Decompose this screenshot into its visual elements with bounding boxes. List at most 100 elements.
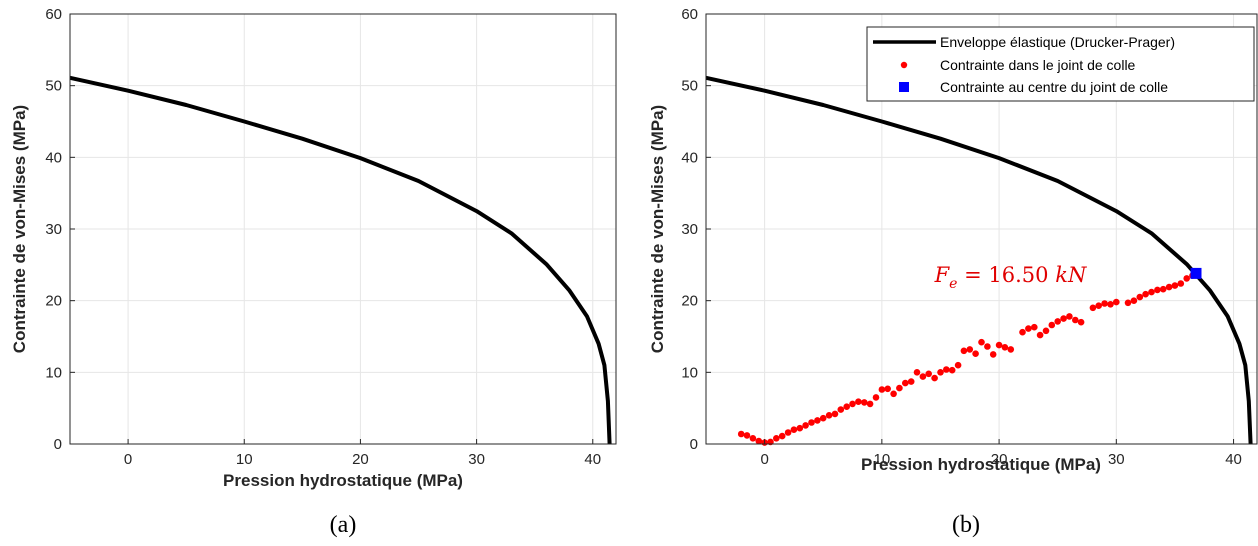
joint-stress-point (1130, 297, 1138, 305)
force-annotation-text: Fe = 16.50 kN (934, 263, 1087, 292)
joint-stress-point (1177, 280, 1185, 287)
legend-item-joint-stress: Contrainte dans le joint de colle (940, 57, 1136, 73)
joint-stress-point (984, 343, 991, 350)
joint-stress-point (925, 370, 932, 378)
joint-stress-point (1095, 302, 1102, 310)
joint-stress-point (896, 384, 903, 392)
joint-stress-point (1048, 321, 1056, 329)
panel-a-x-ticks: 0 10 20 30 40 (124, 439, 601, 468)
joint-stress-point (1066, 313, 1073, 320)
panel-b-force-annotation: Fe = 16.50 kN (934, 263, 1087, 292)
joint-stress-point (1101, 300, 1108, 307)
joint-stress-point (1007, 346, 1015, 353)
panel-a-y-ticks: 0 10 20 30 40 50 60 (45, 6, 75, 453)
y-tick-label: 0 (690, 436, 698, 453)
joint-stress-point (1171, 282, 1179, 289)
panel-b-curve-group (705, 75, 1253, 445)
joint-stress-point (861, 399, 868, 406)
x-tick-label: 0 (760, 451, 768, 468)
joint-stress-point (737, 430, 745, 438)
y-tick-label: 60 (681, 6, 698, 23)
joint-stress-point (919, 373, 927, 380)
joint-stress-point (1142, 290, 1149, 298)
joint-stress-point (831, 410, 839, 418)
legend-box (866, 26, 1255, 102)
x-tick-label: 10 (236, 451, 253, 468)
panel-a-curve-group (69, 75, 612, 445)
joint-stress-point (943, 366, 950, 373)
joint-stress-point (866, 400, 874, 408)
joint-stress-point (1107, 301, 1114, 308)
joint-stress-point (802, 422, 809, 429)
joint-stress-point (1165, 283, 1173, 291)
joint-stress-point (872, 394, 880, 401)
panel-b-x-axis-title: Pression hydrostatique (MPa) (861, 455, 1101, 474)
panel-b-y-ticks: 0 10 20 30 40 50 60 (681, 6, 711, 453)
joint-stress-point (966, 346, 974, 353)
x-tick-label: 30 (468, 451, 485, 468)
joint-stress-point (1154, 286, 1161, 294)
x-tick-label: 20 (991, 451, 1008, 468)
y-tick-label: 10 (45, 364, 62, 381)
joint-stress-point (837, 406, 845, 413)
joint-stress-point (913, 369, 921, 376)
joint-stress-point (743, 432, 751, 439)
joint-stress-point (773, 435, 780, 442)
joint-stress-point (790, 426, 798, 434)
y-tick-label: 40 (681, 149, 698, 166)
y-tick-label: 10 (681, 364, 698, 381)
joint-stress-point (954, 361, 962, 369)
joint-stress-point (1148, 288, 1155, 296)
legend-item-center-stress: Contrainte au centre du joint de colle (940, 79, 1168, 95)
joint-stress-point (1054, 318, 1061, 325)
joint-stress-point (825, 412, 833, 419)
panel-a-caption: (a) (330, 512, 357, 538)
joint-stress-point (989, 351, 997, 358)
panel-a-y-axis-title: Contrainte de von-Mises (MPa) (10, 105, 29, 353)
x-tick-label: 20 (352, 451, 369, 468)
panel-b-x-ticks: 0 10 20 30 40 (760, 439, 1242, 468)
joint-stress-point (948, 366, 956, 374)
panel-b-y-axis-title: Contrainte de von-Mises (MPa) (648, 105, 667, 353)
joint-stress-point (814, 417, 821, 424)
joint-stress-point (849, 400, 856, 408)
joint-stress-point (755, 437, 763, 445)
joint-stress-point (1031, 323, 1038, 331)
center-stress-marker (1190, 267, 1202, 279)
joint-stress-point (843, 403, 850, 411)
joint-stress-point (890, 390, 897, 398)
force-annotation-subscript: e (949, 276, 957, 292)
x-tick-label: 30 (1108, 451, 1125, 468)
y-tick-label: 60 (45, 6, 62, 23)
x-tick-label: 40 (1225, 451, 1242, 468)
panel-a-chart: 0 10 20 30 40 0 10 20 30 40 50 60 Pression hydrost… (10, 6, 617, 538)
joint-stress-point (1136, 293, 1144, 301)
panel-b-center-marker-group (1190, 267, 1202, 279)
joint-stress-point (1001, 344, 1009, 351)
joint-stress-point (808, 419, 815, 426)
y-tick-label: 30 (681, 221, 698, 238)
joint-stress-point (778, 432, 786, 440)
joint-stress-point (884, 385, 891, 393)
x-tick-label: 40 (584, 451, 601, 468)
joint-stress-point (1159, 285, 1167, 293)
joint-stress-point (796, 424, 804, 432)
joint-stress-point (931, 374, 938, 382)
legend-dot-swatch (900, 61, 908, 69)
joint-stress-point (1019, 328, 1026, 336)
joint-stress-point (1025, 325, 1032, 332)
joint-stress-point (749, 435, 757, 442)
panel-a-grid (70, 13, 616, 445)
x-tick-label: 0 (124, 451, 132, 468)
joint-stress-point (907, 378, 915, 385)
joint-stress-point (995, 341, 1003, 349)
joint-stress-point (819, 414, 827, 422)
panel-a-x-axis-title: Pression hydrostatique (MPa) (223, 471, 463, 490)
joint-stress-point (972, 350, 979, 358)
force-annotation-unit: kN (1055, 263, 1087, 287)
joint-stress-point (978, 338, 985, 346)
y-tick-label: 0 (54, 436, 62, 453)
panel-b-scatter-group (737, 272, 1196, 446)
joint-stress-point (902, 379, 909, 387)
y-tick-label: 40 (45, 149, 62, 166)
